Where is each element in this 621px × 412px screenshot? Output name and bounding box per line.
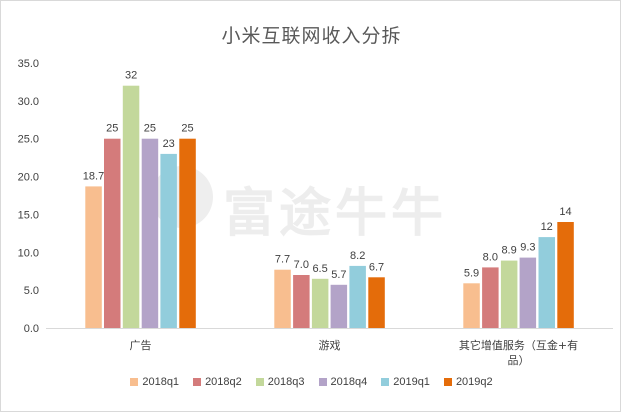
bar	[85, 186, 102, 328]
legend-item: 2018q3	[255, 376, 305, 388]
data-label: 25	[144, 123, 156, 135]
y-tick-label: 5.0	[24, 285, 39, 297]
category-label: 广告	[129, 339, 152, 352]
data-label: 8.9	[501, 245, 516, 257]
category-label: 其它增值服务（互金+有品）	[458, 339, 579, 367]
legend-label: 2018q2	[205, 376, 242, 388]
legend-label: 2018q1	[142, 376, 180, 388]
y-tick-label: 20.0	[18, 172, 39, 184]
bar	[482, 267, 499, 328]
y-tick-label: 0.0	[24, 323, 39, 335]
bar	[557, 222, 574, 328]
data-label: 6.5	[312, 263, 327, 275]
y-tick-label: 15.0	[18, 209, 39, 221]
bar	[349, 265, 366, 328]
legend-label: 2018q4	[330, 376, 368, 388]
bar	[330, 284, 348, 328]
data-label: 8.2	[350, 250, 365, 262]
data-label: 23	[163, 138, 175, 150]
legend-label: 2018q3	[267, 376, 305, 388]
y-tick-label: 35.0	[18, 58, 39, 70]
bar	[179, 138, 196, 328]
data-label: 6.7	[369, 261, 384, 273]
legend-label: 2019q2	[455, 376, 493, 388]
bar	[463, 283, 480, 328]
legend-swatch	[130, 378, 139, 386]
legend-label: 2019q1	[393, 376, 430, 388]
data-label: 12	[541, 221, 553, 233]
legend-swatch	[318, 378, 327, 386]
bar	[293, 275, 310, 328]
y-tick-label: 30.0	[18, 96, 39, 108]
legend-item: 2018q2	[193, 376, 242, 388]
data-label: 25	[181, 123, 193, 135]
data-label: 7.7	[275, 254, 290, 266]
legend-item: 2018q4	[318, 376, 368, 388]
bar	[141, 138, 159, 328]
data-label: 5.9	[464, 267, 479, 279]
legend-swatch	[443, 378, 452, 386]
y-tick-label: 10.0	[18, 247, 39, 259]
data-label: 9.3	[520, 242, 535, 254]
legend: 2018q1 2018q2 2018q3 2018q4 2019q1 2019q2	[1, 376, 620, 388]
bar	[104, 138, 121, 328]
bar	[368, 277, 385, 328]
bar	[500, 260, 518, 328]
legend-item: 2018q1	[130, 376, 179, 388]
legend-swatch	[255, 378, 264, 386]
bar	[274, 269, 291, 328]
bar	[311, 278, 329, 328]
legend-item: 2019q1	[381, 376, 430, 388]
data-label: 18.7	[83, 170, 104, 182]
legend-item: 2019q2	[443, 376, 493, 388]
data-label: 14	[559, 206, 571, 218]
data-label: 32	[125, 70, 137, 82]
legend-swatch	[381, 378, 390, 386]
bar	[519, 257, 537, 328]
category-label: 游戏	[318, 339, 341, 352]
data-label: 25	[106, 123, 118, 135]
bar	[160, 153, 177, 328]
chart-title: 小米互联网收入分拆	[221, 25, 402, 47]
bar	[538, 237, 555, 328]
y-tick-label: 25.0	[18, 134, 39, 146]
legend-swatch	[193, 378, 202, 386]
watermark: 富途牛牛	[223, 184, 448, 244]
bar	[122, 85, 140, 328]
data-label: 8.0	[483, 251, 498, 263]
data-label: 7.0	[294, 259, 309, 271]
data-label: 5.7	[331, 269, 346, 281]
